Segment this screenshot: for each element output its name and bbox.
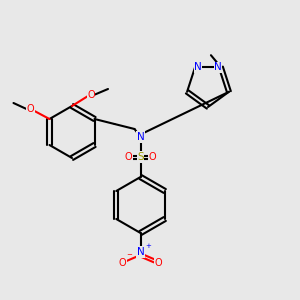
Text: N: N [136, 132, 144, 142]
Text: O: O [27, 104, 34, 114]
Text: −: − [127, 252, 132, 258]
Text: N: N [194, 62, 202, 72]
Text: S: S [137, 152, 144, 162]
Text: O: O [87, 89, 95, 100]
Text: O: O [119, 258, 126, 268]
Text: O: O [149, 152, 156, 162]
Text: +: + [146, 243, 152, 249]
Text: N: N [214, 62, 222, 72]
Text: N: N [136, 247, 144, 257]
Text: O: O [155, 258, 162, 268]
Text: O: O [125, 152, 132, 162]
